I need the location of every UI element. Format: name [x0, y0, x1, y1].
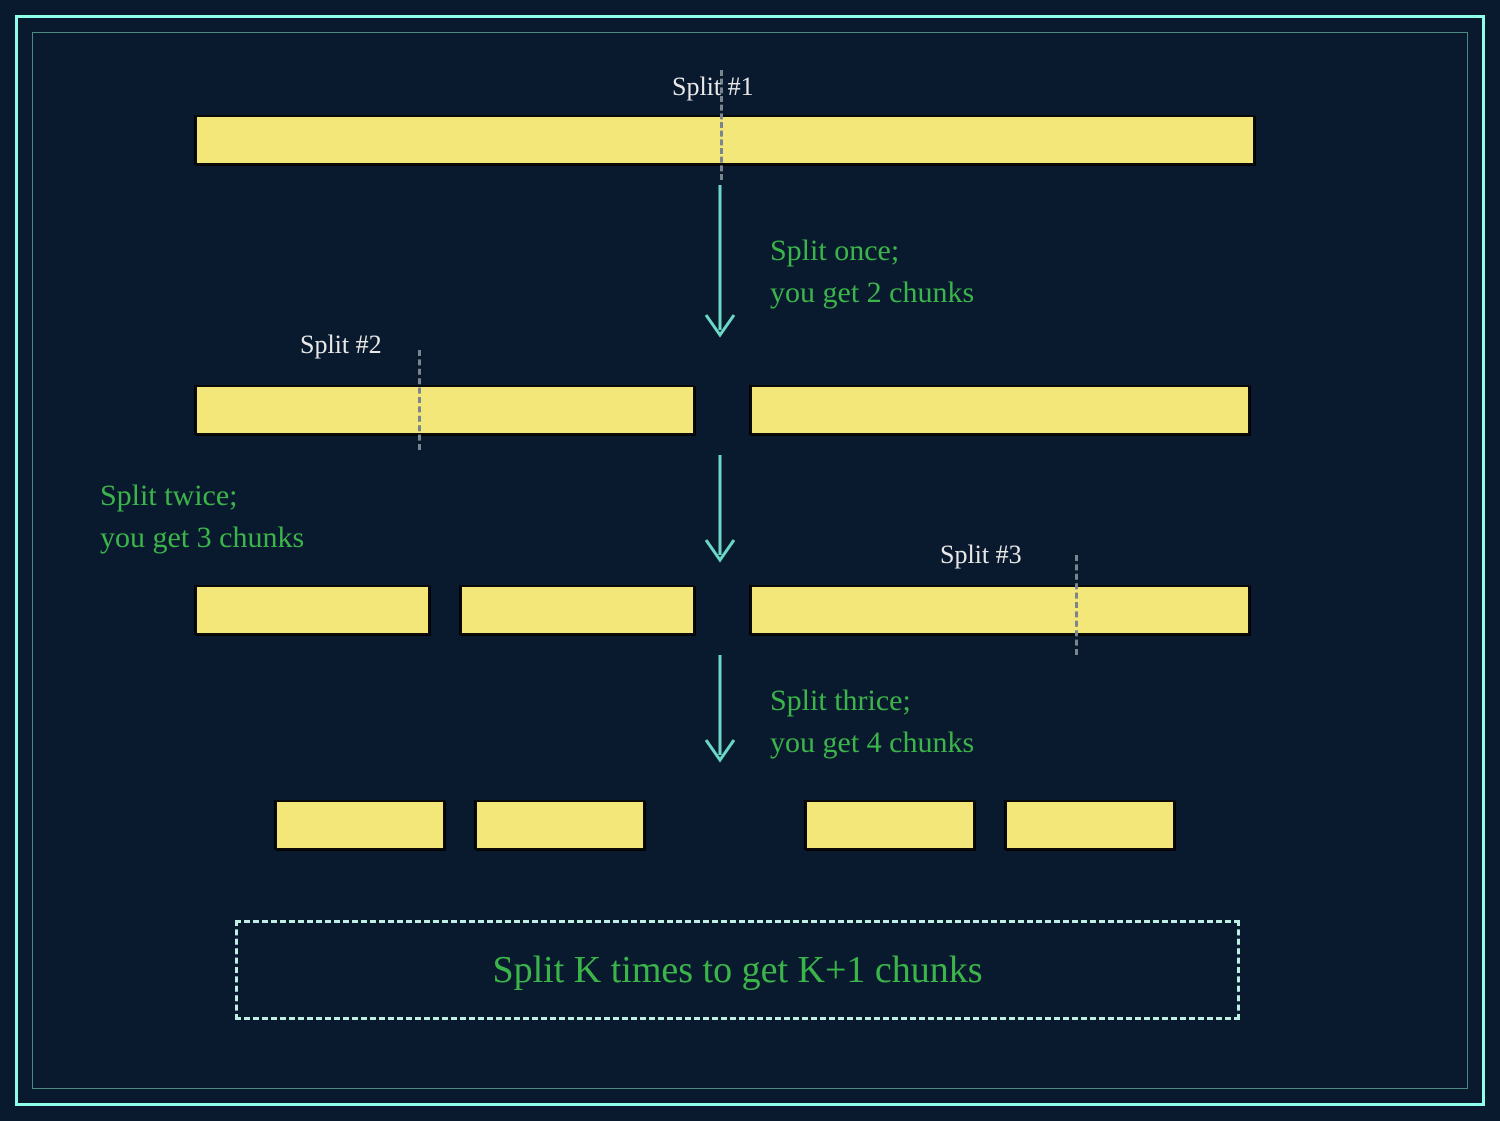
note-1: Split once; you get 2 chunks	[770, 230, 974, 314]
row2-block-right	[750, 385, 1250, 435]
note-1-line1: Split once;	[770, 234, 899, 267]
arrow-2	[700, 455, 740, 575]
note-1-line2: you get 2 chunks	[770, 276, 974, 309]
row4-block-3	[805, 800, 975, 850]
arrow-1	[700, 185, 740, 350]
conclusion-text: Split K times to get K+1 chunks	[492, 948, 982, 992]
note-3: Split thrice; you get 4 chunks	[770, 680, 974, 764]
row2-block-left	[195, 385, 695, 435]
row4-block-4	[1005, 800, 1175, 850]
split-2-label: Split #2	[300, 330, 382, 360]
row4-block-2	[475, 800, 645, 850]
row3-block-3	[750, 585, 1250, 635]
row3-block-1	[195, 585, 430, 635]
split-1-label: Split #1	[672, 72, 754, 102]
split-line-2	[418, 350, 421, 450]
note-3-line2: you get 4 chunks	[770, 726, 974, 759]
split-line-3	[1075, 555, 1078, 655]
note-2-line1: Split twice;	[100, 479, 238, 512]
row3-block-2	[460, 585, 695, 635]
note-2: Split twice; you get 3 chunks	[100, 475, 304, 559]
note-2-line2: you get 3 chunks	[100, 521, 304, 554]
split-3-label: Split #3	[940, 540, 1022, 570]
conclusion-box: Split K times to get K+1 chunks	[235, 920, 1240, 1020]
row1-block	[195, 115, 1255, 165]
row4-block-1	[275, 800, 445, 850]
arrow-3	[700, 655, 740, 775]
note-3-line1: Split thrice;	[770, 684, 911, 717]
